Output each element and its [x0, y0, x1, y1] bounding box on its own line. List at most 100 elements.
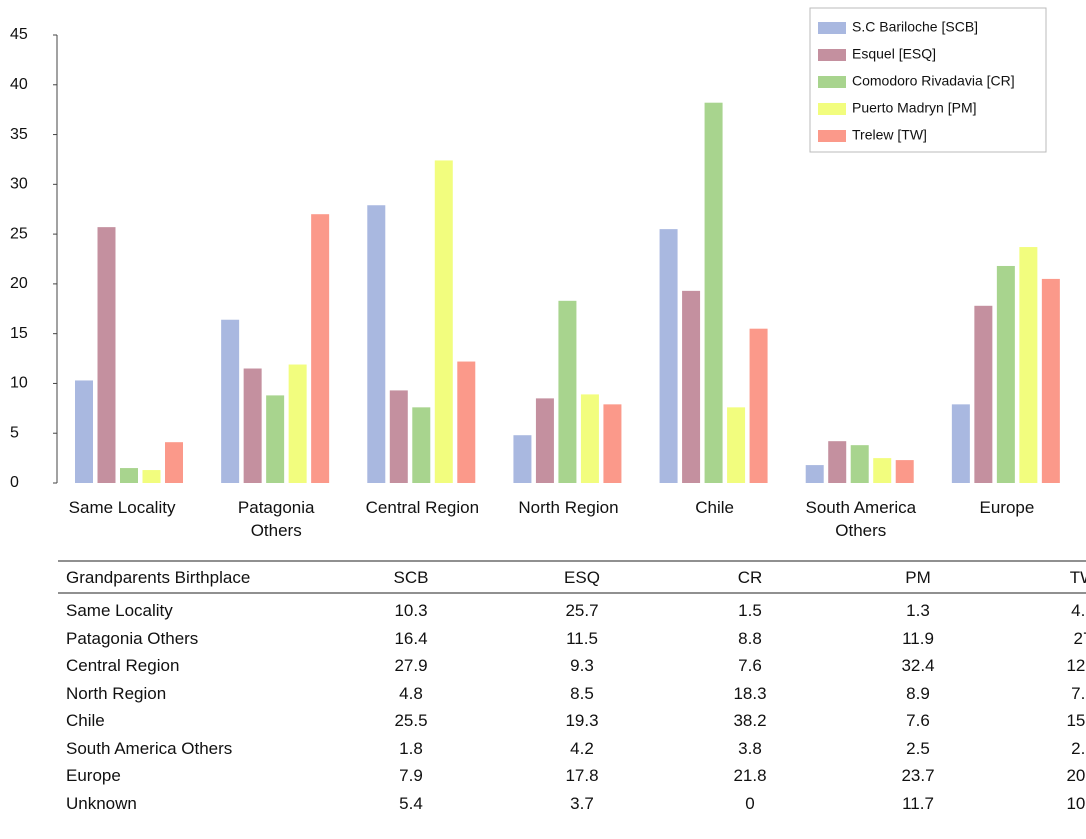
y-tick-label: 5	[10, 424, 19, 441]
table-header-cell: ESQ	[564, 568, 600, 587]
table-cell: 12.2	[1066, 656, 1086, 675]
bar	[288, 364, 307, 483]
table-cell: 10.5	[1066, 793, 1086, 813]
bar	[434, 160, 453, 483]
table-cell: 9.3	[570, 656, 594, 675]
x-tick-label: South America Others	[805, 498, 917, 540]
bar	[75, 380, 93, 483]
bar	[142, 470, 161, 483]
table-cell: 0	[745, 793, 755, 813]
legend-swatch	[818, 103, 846, 115]
bar	[704, 102, 723, 483]
x-tick-label: Patagonia Others	[237, 498, 315, 540]
bar	[165, 442, 183, 483]
bar	[828, 441, 847, 483]
bar	[895, 460, 914, 483]
table-cell: Chile	[66, 711, 105, 730]
table-cell: 2.5	[906, 738, 930, 758]
table-cell: 11.7	[902, 793, 934, 813]
y-tick-label: 25	[10, 225, 28, 242]
table-cell: 3.8	[738, 738, 762, 758]
table-cell: 8.9	[906, 683, 930, 703]
table-cell: 38.2	[733, 711, 767, 730]
table-cell: Central Region	[66, 656, 180, 675]
table-cell: 21.8	[733, 766, 767, 785]
table-cell: Patagonia Others	[66, 628, 199, 648]
bar	[603, 404, 622, 483]
y-tick-label: 40	[10, 76, 28, 93]
table-cell: 5.4	[399, 793, 423, 813]
table-cell: 3.7	[570, 793, 594, 813]
table-cell: 23.7	[901, 766, 935, 785]
x-tick-label: Europe	[979, 498, 1035, 517]
bar	[805, 465, 824, 483]
legend-label: S.C Bariloche [SCB]	[852, 19, 978, 35]
legend-label: Puerto Madryn [PM]	[852, 100, 977, 116]
table-cell: 27	[1073, 628, 1086, 648]
bar	[558, 300, 577, 483]
table-header-cell: TW	[1069, 568, 1086, 587]
bar	[951, 404, 970, 483]
legend-label: Esquel [ESQ]	[852, 46, 936, 62]
table-cell: South America Others	[66, 738, 233, 758]
bar	[120, 468, 138, 483]
bar	[996, 265, 1015, 483]
legend-label: Trelew [TW]	[852, 127, 927, 143]
table-cell: Europe	[66, 766, 121, 785]
bar	[311, 214, 330, 483]
y-tick-label: 10	[10, 375, 28, 392]
table-cell: 7.6	[738, 656, 762, 675]
bar	[1041, 278, 1060, 483]
bar	[412, 407, 431, 483]
bar	[221, 319, 240, 483]
table-header-cell: Grandparents Birthplace	[66, 568, 251, 587]
y-tick-label: 35	[10, 126, 28, 143]
y-tick-label: 20	[10, 275, 28, 292]
table-cell: 7.9	[1071, 683, 1086, 703]
x-tick-label: Central Region	[365, 498, 480, 517]
table-cell: Unknown	[66, 793, 137, 813]
table-cell: 2.3	[1071, 738, 1086, 758]
table-cell: 4.2	[570, 738, 594, 758]
table-cell: 8.5	[570, 683, 594, 703]
table-header-cell: PM	[905, 568, 931, 587]
bar	[749, 328, 768, 483]
bar	[580, 394, 599, 483]
legend-swatch	[818, 76, 846, 88]
table-cell: 4.1	[1071, 601, 1086, 620]
bar	[850, 445, 869, 483]
legend-swatch	[818, 49, 846, 61]
bar	[873, 458, 892, 483]
legend-swatch	[818, 22, 846, 34]
y-tick-label: 0	[10, 474, 19, 491]
table-cell: 27.9	[394, 656, 428, 675]
table-cell: 10.3	[394, 601, 428, 620]
y-tick-label: 45	[10, 26, 28, 43]
y-tick-label: 30	[10, 176, 28, 193]
y-tick-label: 15	[10, 325, 28, 342]
table-cell: 17.8	[565, 766, 599, 785]
table-cell: 15.5	[1066, 711, 1086, 730]
table-cell: 18.3	[733, 683, 767, 703]
bar	[1019, 247, 1038, 483]
table-cell: 4.8	[399, 683, 423, 703]
table-cell: 25.5	[394, 711, 428, 730]
bar	[266, 395, 285, 483]
table-cell: 7.9	[399, 766, 423, 785]
bar	[682, 290, 701, 483]
legend-box	[809, 7, 1047, 153]
table-cell: 11.5	[566, 628, 598, 648]
table-cell: 7.6	[906, 711, 930, 730]
bar	[974, 305, 993, 483]
table-cell: 19.3	[565, 711, 599, 730]
table-cell: Same Locality	[66, 601, 173, 620]
bar	[727, 407, 746, 483]
bar	[513, 435, 532, 483]
bar	[97, 227, 116, 483]
x-tick-label: Same Locality	[68, 498, 176, 517]
table-cell: 32.4	[901, 656, 935, 675]
table-cell: 8.8	[738, 628, 762, 648]
table-header-cell: CR	[737, 568, 763, 587]
bar	[367, 205, 386, 484]
